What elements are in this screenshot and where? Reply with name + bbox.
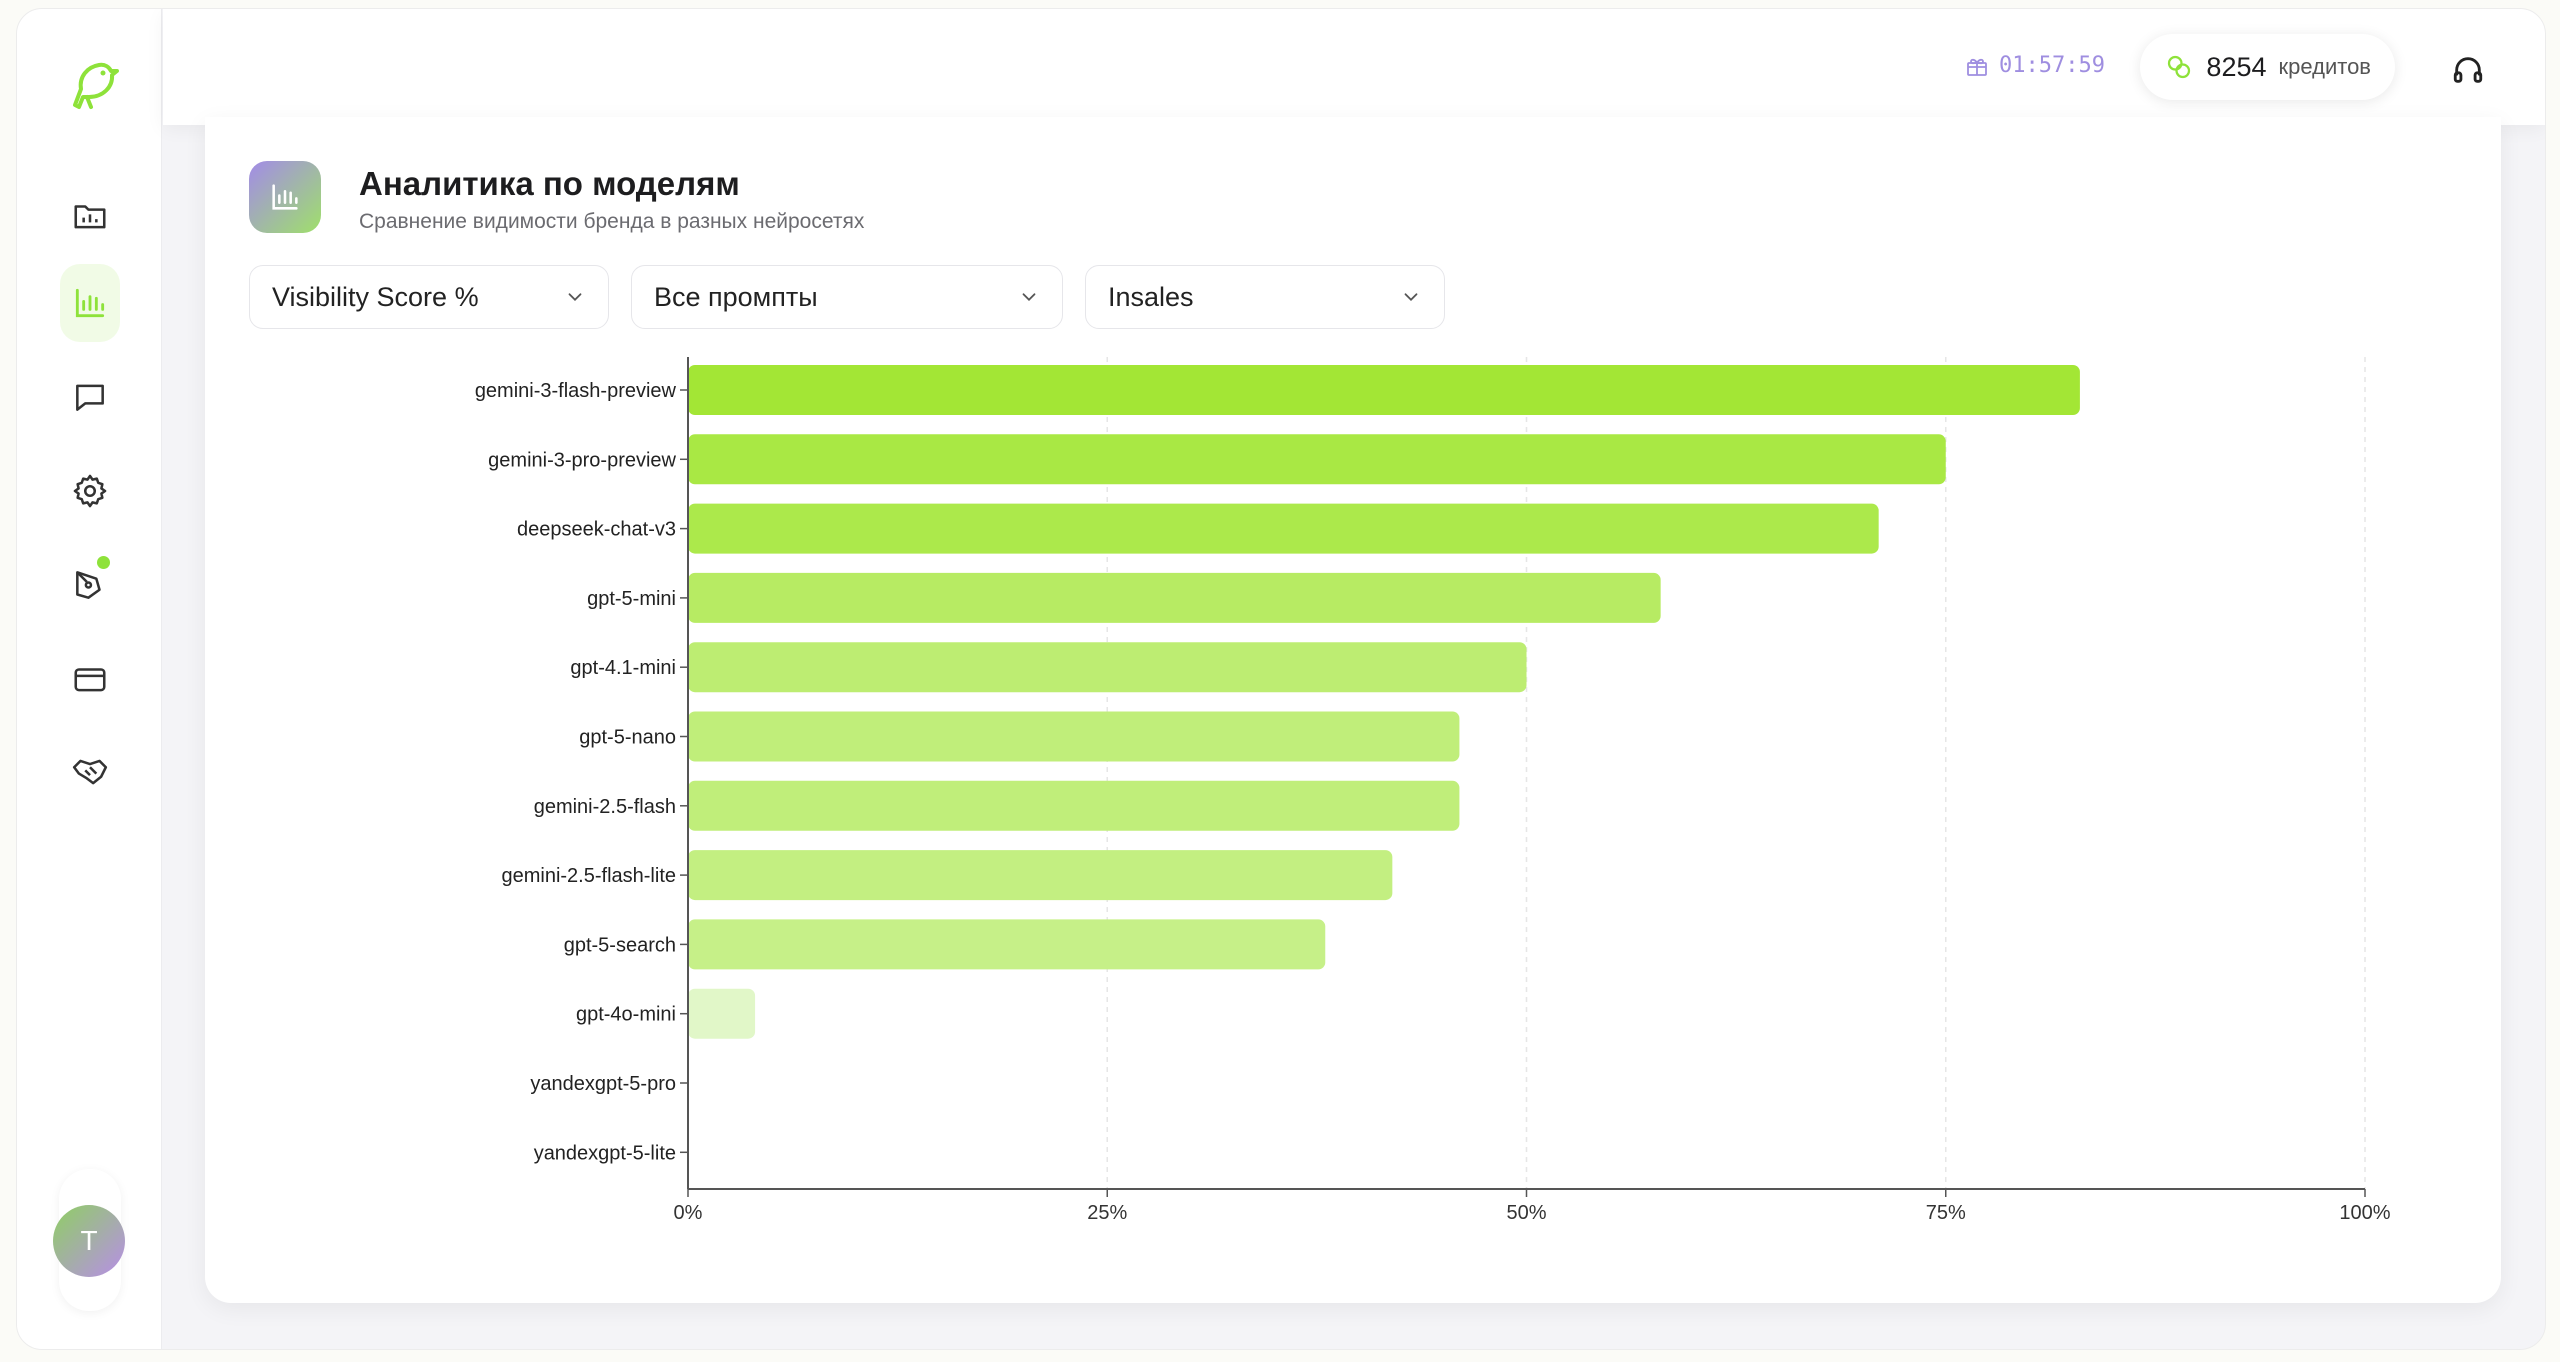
headset-icon[interactable] <box>2451 53 2485 87</box>
credits-badge[interactable]: 8254 кредитов <box>2140 34 2395 100</box>
bar-gemini-3-pro-preview <box>688 434 1946 485</box>
prompts-select-value: Все промпты <box>654 281 818 312</box>
gift-icon <box>1967 58 1987 76</box>
y-tick-label: gpt-5-nano <box>579 727 676 749</box>
page-subtitle: Сравнение видимости бренда в разных нейр… <box>359 210 865 233</box>
sidebar-item-partners[interactable] <box>60 733 120 811</box>
sidebar-item-content[interactable] <box>60 546 120 624</box>
notification-dot <box>97 556 110 569</box>
analytics-card-icon <box>249 161 321 233</box>
bar-gemini-2.5-flash-lite <box>688 850 1393 901</box>
y-tick-label: gemini-2.5-flash-lite <box>501 865 676 887</box>
brand-select-value: Insales <box>1108 281 1194 312</box>
bar-gpt-5-nano <box>688 711 1460 762</box>
folder-chart-icon <box>74 205 106 229</box>
y-tick-label: gpt-5-mini <box>587 588 676 610</box>
x-tick-label: 50% <box>1506 1202 1546 1224</box>
metric-select-value: Visibility Score % <box>272 281 479 312</box>
coins-icon <box>2168 55 2191 79</box>
y-tick-label: gemini-3-flash-preview <box>475 380 677 402</box>
sidebar: T <box>17 9 162 1349</box>
sidebar-item-billing[interactable] <box>60 640 120 718</box>
bar-gpt-5-search <box>688 919 1326 970</box>
bar-chart-icon <box>75 288 105 318</box>
bar-chart-icon <box>272 184 298 210</box>
bar-gpt-4o-mini <box>688 988 756 1039</box>
y-tick-label: yandexgpt-5-pro <box>530 1073 676 1095</box>
bar-gemini-2.5-flash <box>688 780 1460 831</box>
bar-gpt-5-mini <box>688 572 1661 623</box>
prompts-select[interactable]: Все промпты <box>631 265 1063 329</box>
bar-gemini-3-flash-preview <box>688 365 2080 415</box>
x-tick-label: 0% <box>674 1202 703 1224</box>
y-tick-label: yandexgpt-5-lite <box>534 1142 676 1164</box>
chevron-down-icon <box>568 293 582 302</box>
credit-card-icon <box>74 668 106 692</box>
user-avatar[interactable]: T <box>53 1205 125 1277</box>
model-visibility-chart: gemini-3-flash-preview gemini-3-pro-previ… <box>475 357 2391 1224</box>
x-tick-label: 75% <box>1926 1202 1966 1224</box>
message-icon <box>76 384 104 411</box>
timer-text: 01:57:59 <box>1999 53 2105 78</box>
y-tick-label: gemini-3-pro-preview <box>488 449 676 471</box>
credits-value: 8254 <box>2206 51 2267 82</box>
y-tick-label: deepseek-chat-v3 <box>517 519 676 541</box>
metric-select[interactable]: Visibility Score % <box>249 265 609 329</box>
top-bar: 01:57:59 8254 кредитов <box>163 9 2545 125</box>
page-title: Аналитика по моделям <box>359 165 740 202</box>
chevron-down-icon <box>1404 293 1418 302</box>
sidebar-item-chat[interactable] <box>60 358 120 436</box>
sidebar-item-analytics[interactable] <box>60 264 120 342</box>
brand-select[interactable]: Insales <box>1085 265 1445 329</box>
credits-unit: кредитов <box>2278 54 2372 79</box>
chevron-down-icon <box>1022 293 1036 302</box>
y-tick-label: gpt-5-search <box>564 934 676 956</box>
y-tick-label: gpt-4o-mini <box>576 1004 676 1026</box>
app-frame: T 01:57:59 8254 кредитов Аналитика по мо… <box>16 8 2546 1350</box>
bird-logo-icon[interactable] <box>57 49 127 119</box>
y-tick-label: gpt-4.1-mini <box>570 657 676 679</box>
handshake-icon <box>72 759 108 785</box>
bar-deepseek-chat-v3 <box>688 503 1879 554</box>
x-tick-label: 25% <box>1087 1202 1127 1224</box>
x-tick-label: 100% <box>2339 1202 2390 1224</box>
sidebar-item-settings[interactable] <box>60 452 120 530</box>
y-tick-label: gemini-2.5-flash <box>534 796 676 818</box>
gift-timer[interactable]: 01:57:59 <box>1965 53 2105 78</box>
pen-tool-icon <box>76 571 101 599</box>
bar-gpt-4.1-mini <box>688 642 1527 693</box>
gear-icon <box>73 474 107 508</box>
analytics-card: Аналитика по моделям Сравнение видимости… <box>205 117 2501 1303</box>
sidebar-item-projects[interactable] <box>60 177 120 255</box>
